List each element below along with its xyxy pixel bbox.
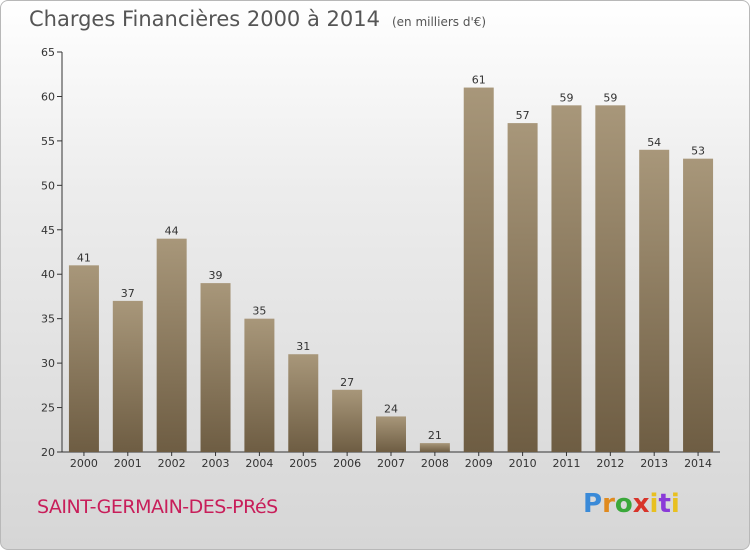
x-tick-label: 2004 [245, 457, 273, 470]
data-label: 44 [165, 225, 179, 238]
data-label: 37 [121, 287, 135, 300]
logo-letter: t [658, 489, 671, 519]
bar [200, 283, 231, 452]
title-unit: (en milliers d'€) [391, 15, 487, 29]
x-tick-label: 2010 [509, 457, 537, 470]
data-label: 27 [340, 376, 354, 389]
x-tick-label: 2014 [684, 457, 712, 470]
bar [376, 416, 406, 452]
commune-name: SAINT-GERMAIN-DES-PRéS [37, 496, 278, 518]
proxiti-logo: Proxiti [583, 489, 680, 519]
y-tick-label: 25 [41, 402, 55, 415]
x-tick-label: 2006 [333, 457, 361, 470]
x-tick-label: 2007 [377, 457, 405, 470]
bar [595, 105, 626, 452]
bar [639, 149, 670, 452]
data-label: 41 [77, 251, 91, 264]
data-label: 57 [516, 109, 530, 122]
bar [244, 318, 275, 452]
bar [463, 87, 494, 453]
data-label: 35 [252, 305, 266, 318]
y-tick-label: 45 [41, 224, 55, 237]
data-label: 24 [384, 402, 398, 415]
chart-title: Charges Financières 2000 à 2014 (en milli… [29, 7, 486, 31]
x-tick-label: 2013 [640, 457, 668, 470]
y-tick-label: 30 [41, 357, 55, 370]
y-tick-label: 35 [41, 313, 55, 326]
data-label: 59 [559, 91, 573, 104]
logo-letter: r [602, 489, 615, 519]
y-tick-label: 40 [41, 268, 55, 281]
x-tick-label: 2009 [465, 457, 493, 470]
bar [419, 443, 450, 452]
x-tick-label: 2001 [114, 457, 142, 470]
data-label: 61 [472, 74, 486, 87]
x-tick-label: 2011 [552, 457, 580, 470]
data-label: 31 [296, 340, 310, 353]
bar [551, 105, 582, 452]
x-tick-label: 2008 [421, 457, 449, 470]
data-label: 39 [209, 269, 223, 282]
bar [507, 123, 538, 452]
x-tick-label: 2002 [158, 457, 186, 470]
x-tick-label: 2005 [289, 457, 317, 470]
logo-letter: x [632, 489, 650, 519]
y-tick-label: 55 [41, 135, 55, 148]
bar [288, 354, 319, 452]
logo-letter: P [583, 489, 603, 519]
bar [156, 238, 187, 452]
x-tick-label: 2012 [596, 457, 624, 470]
y-tick-label: 50 [41, 179, 55, 192]
data-label: 53 [691, 145, 705, 158]
y-tick-label: 65 [41, 46, 55, 59]
x-tick-label: 2000 [70, 457, 98, 470]
logo-letter: i [670, 489, 680, 519]
data-label: 59 [603, 91, 617, 104]
title-text: Charges Financières 2000 à 2014 [29, 7, 380, 31]
logo-letter: o [614, 489, 633, 519]
logo-letter: i [649, 489, 659, 519]
bar [68, 265, 99, 452]
data-label: 54 [647, 136, 661, 149]
x-tick-label: 2003 [202, 457, 230, 470]
bar [332, 389, 363, 452]
bar [112, 300, 143, 452]
y-tick-label: 20 [41, 446, 55, 459]
bar [683, 158, 714, 452]
y-tick-label: 60 [41, 90, 55, 103]
data-label: 21 [428, 429, 442, 442]
